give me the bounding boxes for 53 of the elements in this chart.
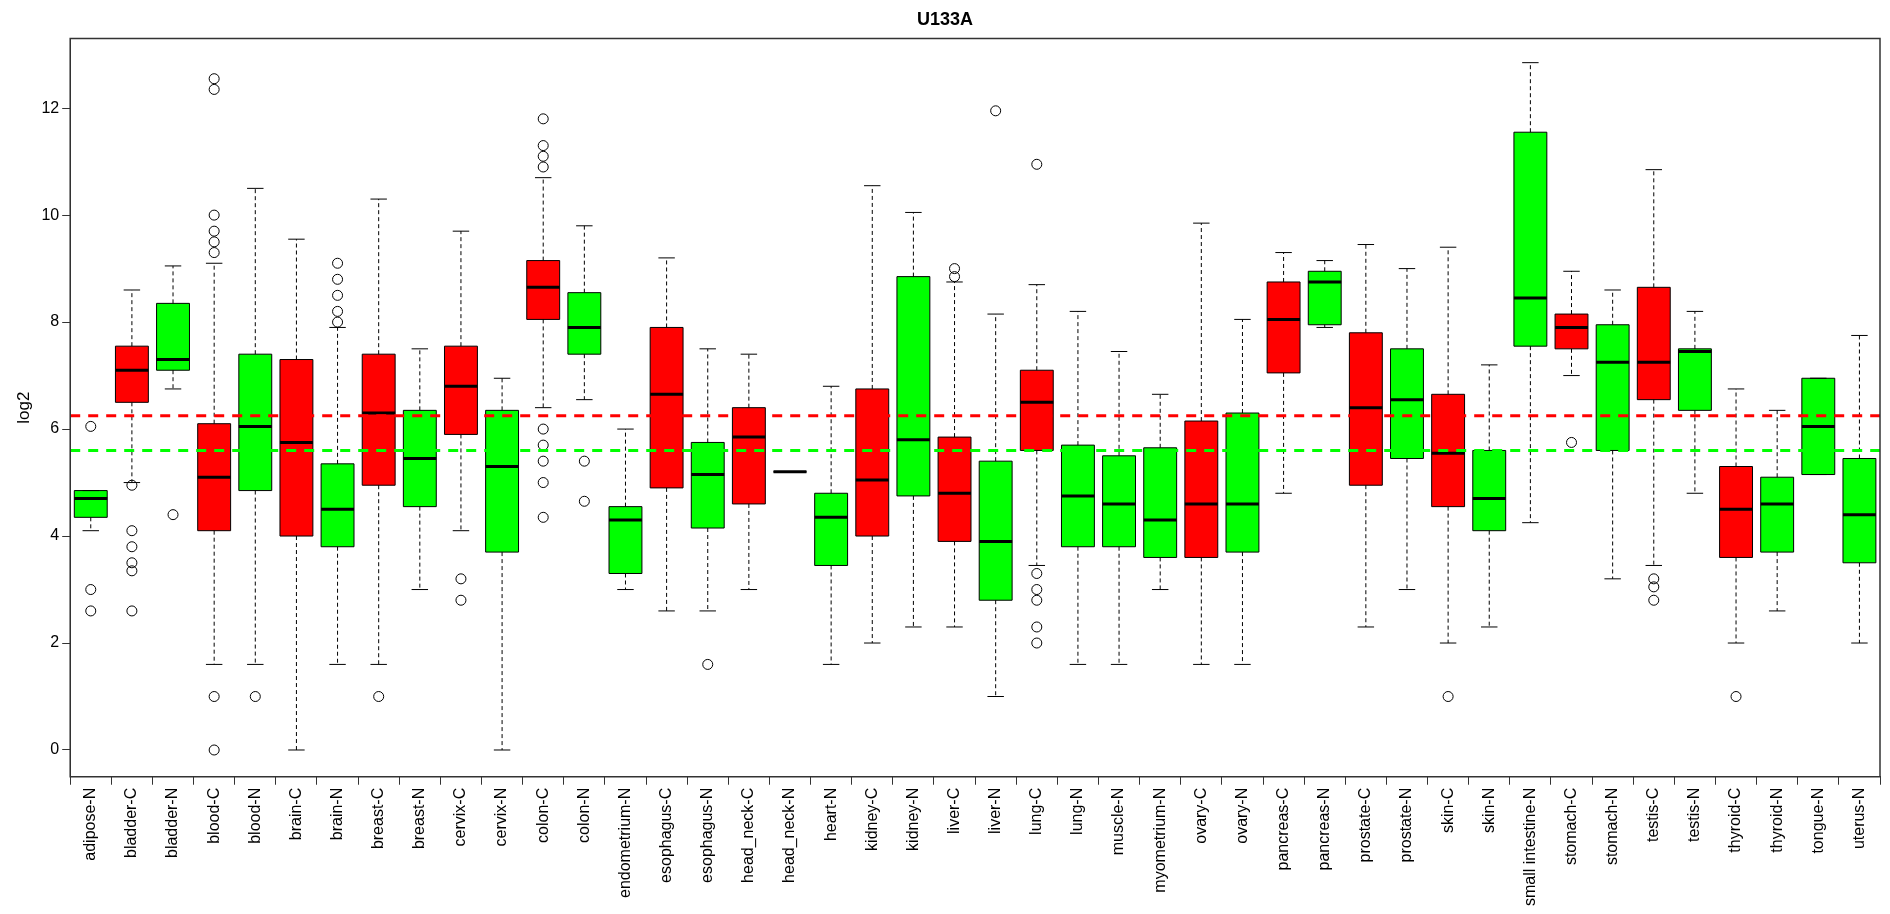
- y-tick-label: 12: [41, 98, 60, 116]
- x-tick-label: ovary-N: [1232, 787, 1250, 844]
- x-tick-label: uterus-N: [1849, 787, 1867, 850]
- x-tick-label: esophagus-C: [657, 787, 675, 883]
- x-tick-label: heart-N: [821, 787, 839, 842]
- y-tick-label: 10: [41, 205, 60, 223]
- x-tick-label: esophagus-N: [698, 787, 716, 883]
- x-tick-label: breast-C: [369, 787, 387, 850]
- x-tick-label: kidney-N: [903, 787, 921, 851]
- y-axis-title: log2: [13, 391, 33, 424]
- x-tick-label: colon-N: [574, 787, 592, 843]
- x-tick-label: adipose-N: [81, 787, 99, 861]
- x-tick-label: testis-C: [1644, 787, 1662, 842]
- x-tick-label: kidney-C: [862, 787, 880, 851]
- x-tick-label: pancreas-C: [1273, 787, 1291, 871]
- x-tick-label: ovary-C: [1191, 787, 1209, 844]
- x-tick-label: skin-C: [1438, 787, 1456, 834]
- x-tick-label: bladder-N: [163, 787, 181, 859]
- x-tick-label: lung-C: [1027, 787, 1045, 835]
- x-tick-label: small intestine-N: [1520, 787, 1538, 907]
- x-tick-label: cervix-C: [451, 787, 469, 847]
- x-tick-label: pancreas-N: [1315, 787, 1333, 871]
- x-tick-label: head_neck-C: [739, 787, 758, 883]
- x-tick-label: prostate-C: [1356, 787, 1374, 863]
- y-tick-label: 6: [50, 419, 60, 437]
- x-tick-label: thyroid-C: [1726, 787, 1744, 853]
- x-tick-label: blood-N: [245, 787, 263, 844]
- x-tick-label: stomach-N: [1603, 787, 1621, 866]
- x-tick-label: brain-C: [286, 787, 304, 841]
- x-tick-label: lung-N: [1068, 787, 1086, 835]
- x-tick-label: bladder-C: [122, 787, 140, 859]
- x-tick-label: brain-N: [327, 787, 345, 841]
- x-tick-label: myometrium-N: [1150, 787, 1168, 893]
- x-tick-label: prostate-N: [1397, 787, 1415, 863]
- x-tick-label: breast-N: [410, 787, 428, 850]
- x-tick-label: stomach-C: [1561, 787, 1579, 866]
- x-tick-label: skin-N: [1479, 787, 1497, 834]
- x-tick-label: head_neck-N: [780, 787, 799, 883]
- x-tick-label: colon-C: [533, 787, 551, 843]
- x-tick-label: muscle-N: [1109, 787, 1127, 856]
- chart-title: U133A: [916, 8, 974, 29]
- x-tick-label: cervix-N: [492, 787, 510, 847]
- x-tick-label: liver-C: [944, 787, 962, 834]
- y-tick-label: 0: [50, 740, 60, 758]
- y-tick-label: 4: [50, 526, 60, 544]
- x-tick-label: endometrium-N: [615, 787, 633, 899]
- x-tick-label: liver-N: [986, 787, 1004, 834]
- y-tick-label: 2: [50, 633, 60, 651]
- y-tick-label: 8: [50, 312, 60, 330]
- x-tick-label: tongue-N: [1808, 787, 1826, 854]
- x-tick-label: testis-N: [1685, 787, 1703, 842]
- x-tick-label: blood-C: [204, 787, 222, 844]
- x-tick-label: thyroid-N: [1767, 787, 1785, 853]
